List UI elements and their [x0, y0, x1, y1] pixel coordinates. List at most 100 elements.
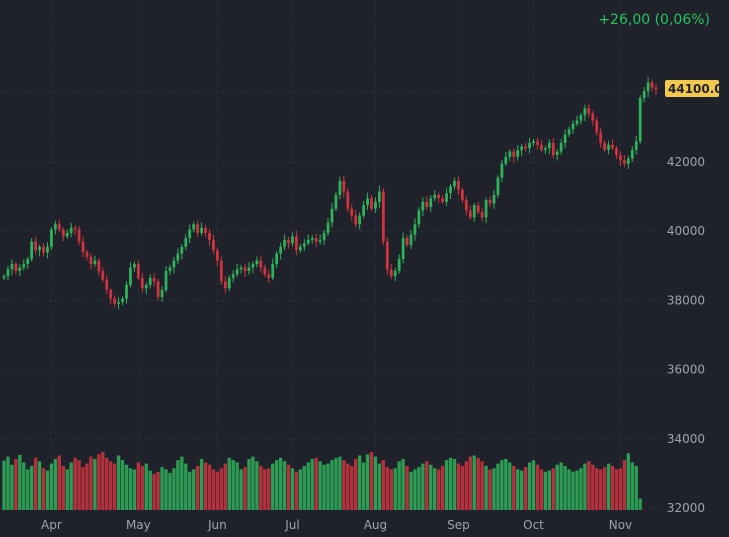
candle[interactable]: [583, 104, 587, 122]
candle[interactable]: [295, 230, 298, 256]
candle[interactable]: [53, 220, 57, 235]
candle[interactable]: [567, 126, 571, 138]
candle[interactable]: [227, 275, 231, 292]
candle[interactable]: [460, 187, 464, 204]
candle[interactable]: [405, 234, 409, 248]
candle[interactable]: [223, 276, 227, 294]
candle[interactable]: [650, 79, 654, 92]
candle[interactable]: [97, 258, 101, 276]
candle[interactable]: [42, 243, 45, 257]
candle[interactable]: [595, 116, 599, 136]
candle[interactable]: [429, 195, 433, 212]
candle[interactable]: [109, 287, 113, 305]
candle[interactable]: [22, 259, 26, 271]
candle[interactable]: [105, 274, 109, 295]
candle[interactable]: [180, 244, 184, 260]
candle[interactable]: [472, 203, 476, 222]
candle[interactable]: [591, 111, 595, 126]
candle[interactable]: [279, 242, 282, 260]
candle[interactable]: [638, 95, 642, 144]
candle[interactable]: [73, 225, 77, 236]
candle[interactable]: [148, 274, 152, 289]
candle[interactable]: [547, 139, 551, 155]
candle[interactable]: [81, 236, 85, 258]
candle[interactable]: [200, 222, 203, 236]
candle[interactable]: [302, 239, 306, 252]
candle[interactable]: [496, 175, 500, 198]
candle[interactable]: [654, 83, 658, 96]
candle[interactable]: [587, 103, 591, 118]
candle[interactable]: [26, 256, 30, 269]
candle[interactable]: [322, 229, 326, 246]
candle[interactable]: [413, 218, 417, 241]
candle[interactable]: [401, 232, 405, 264]
candle[interactable]: [409, 230, 413, 250]
candle[interactable]: [551, 138, 555, 159]
candle[interactable]: [263, 264, 267, 278]
candle[interactable]: [310, 235, 314, 244]
candle[interactable]: [508, 149, 512, 162]
candle[interactable]: [50, 227, 53, 251]
candle[interactable]: [283, 234, 286, 251]
candle[interactable]: [267, 270, 271, 283]
candle[interactable]: [378, 185, 381, 208]
candle[interactable]: [38, 244, 41, 257]
candle[interactable]: [571, 120, 575, 134]
candle[interactable]: [476, 201, 480, 215]
candle[interactable]: [453, 177, 456, 190]
candle[interactable]: [362, 200, 365, 219]
candle[interactable]: [164, 265, 168, 293]
candle[interactable]: [528, 138, 531, 154]
candle[interactable]: [133, 261, 136, 272]
candle[interactable]: [358, 212, 362, 230]
candle[interactable]: [208, 228, 211, 246]
candle[interactable]: [30, 238, 34, 262]
candle[interactable]: [500, 160, 504, 183]
candle[interactable]: [480, 207, 484, 222]
candle[interactable]: [417, 207, 421, 228]
candle[interactable]: [492, 190, 496, 209]
candle[interactable]: [374, 197, 377, 213]
candle[interactable]: [255, 256, 259, 268]
candle[interactable]: [464, 196, 468, 216]
candle[interactable]: [338, 176, 342, 200]
candle[interactable]: [291, 232, 294, 247]
candle[interactable]: [152, 272, 156, 287]
candle[interactable]: [330, 203, 334, 228]
candle[interactable]: [385, 237, 389, 275]
candle[interactable]: [306, 234, 310, 246]
candle[interactable]: [615, 145, 618, 160]
candle[interactable]: [559, 139, 563, 155]
candle[interactable]: [326, 218, 330, 236]
candle[interactable]: [346, 188, 350, 213]
candle[interactable]: [524, 142, 527, 152]
candle[interactable]: [599, 127, 603, 148]
candle[interactable]: [188, 224, 192, 244]
candle[interactable]: [555, 149, 559, 161]
candle[interactable]: [101, 267, 105, 282]
candle[interactable]: [6, 265, 10, 281]
candle[interactable]: [575, 115, 579, 127]
candle[interactable]: [457, 176, 460, 196]
candle[interactable]: [437, 192, 441, 203]
candle[interactable]: [46, 242, 49, 259]
candle[interactable]: [204, 225, 207, 238]
candle[interactable]: [421, 197, 425, 216]
candle[interactable]: [334, 191, 338, 212]
candle[interactable]: [611, 139, 614, 151]
candle[interactable]: [176, 248, 180, 265]
candle[interactable]: [433, 190, 437, 201]
candle[interactable]: [239, 264, 243, 274]
candle[interactable]: [212, 234, 215, 255]
candles[interactable]: [2, 77, 658, 310]
candle[interactable]: [397, 254, 401, 274]
candle[interactable]: [231, 270, 235, 283]
candle[interactable]: [425, 195, 429, 211]
candle[interactable]: [259, 255, 263, 273]
candle[interactable]: [77, 225, 81, 246]
candle[interactable]: [630, 145, 634, 162]
candle[interactable]: [350, 204, 354, 222]
candle[interactable]: [168, 264, 172, 276]
candle[interactable]: [540, 139, 543, 153]
candle[interactable]: [484, 197, 488, 224]
